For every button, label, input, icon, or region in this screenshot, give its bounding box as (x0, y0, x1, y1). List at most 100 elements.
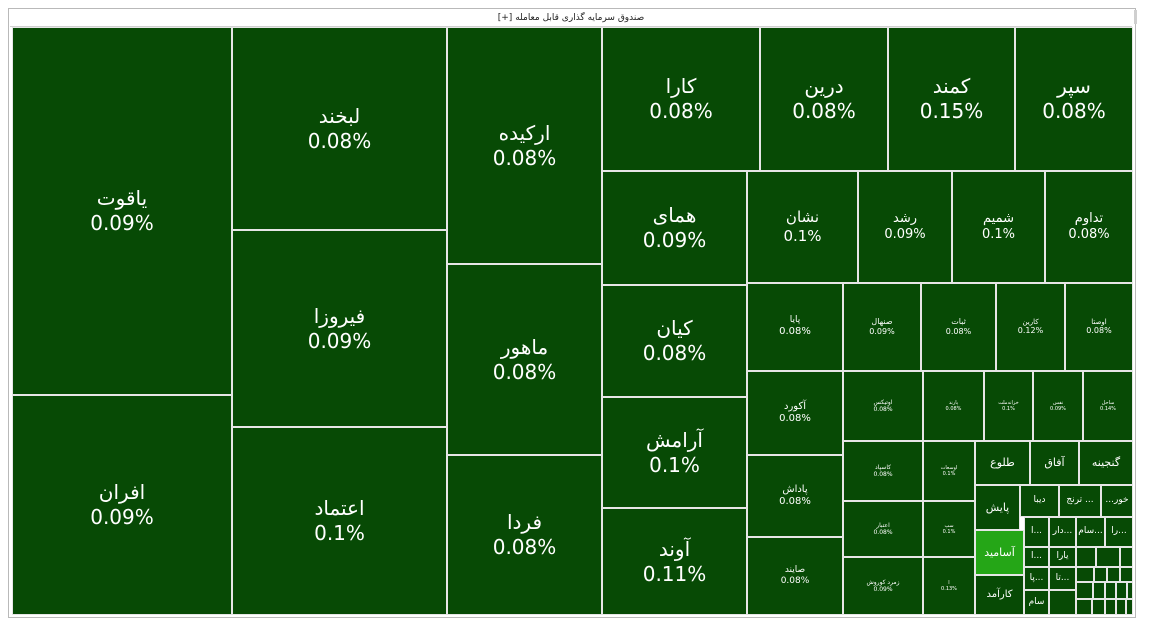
cell-change: 0.1% (981, 227, 1016, 242)
treemap-cell-38[interactable]: اعتبار 0.08% (843, 501, 923, 557)
treemap-cell-56[interactable]: سام (1024, 590, 1049, 615)
treemap-cell-31[interactable]: پاداش 0.08% (747, 455, 843, 537)
treemap-cell-7[interactable]: فردا 0.08% (447, 455, 602, 615)
treemap-cell-48[interactable]: ...ا (1024, 517, 1049, 547)
cell-name: اوتیکس (873, 398, 893, 406)
cell-name: طلوع (990, 456, 1015, 470)
treemap-cell-small[interactable] (1127, 582, 1133, 599)
treemap-cell-small[interactable] (1093, 582, 1105, 599)
treemap-cell-28[interactable]: خزانه‌ملت 0.1% (984, 371, 1033, 441)
treemap-cell-25[interactable]: آکورد 0.08% (747, 371, 843, 455)
treemap-cell-5[interactable]: ارکیده 0.08% (447, 27, 602, 264)
cell-name: ا (948, 579, 950, 586)
treemap-cell-22[interactable]: ثبات 0.08% (921, 283, 996, 371)
treemap-cell-40[interactable]: زمرد کوروش 0.09% (843, 557, 923, 615)
treemap-cell-16[interactable]: نشان 0.1% (747, 171, 858, 283)
expand-toggle[interactable]: [+] (497, 13, 513, 23)
scrollbar-thumb[interactable] (1134, 10, 1137, 24)
treemap-cell-small[interactable] (1116, 582, 1127, 599)
cell-name: ...سام (1078, 526, 1103, 537)
treemap-cell-43[interactable]: دیبا (1020, 485, 1059, 517)
treemap-cell-36[interactable]: گنجینه (1079, 441, 1133, 485)
treemap-cell-47[interactable]: کارآمد (975, 575, 1024, 615)
treemap-cell-3[interactable]: فیروزا 0.09% (232, 230, 447, 427)
treemap-cell-24[interactable]: اوصتا 0.08% (1065, 283, 1133, 371)
treemap-cell-small[interactable] (1076, 567, 1094, 582)
cell-name: ثبات (951, 317, 966, 326)
treemap-cell-20[interactable]: پایا 0.08% (747, 283, 843, 371)
treemap-cell-21[interactable]: صنهال 0.09% (843, 283, 921, 371)
treemap-cell-0[interactable]: یاقوت 0.09% (12, 27, 232, 395)
treemap-cell-23[interactable]: کارین 0.12% (996, 283, 1065, 371)
treemap-cell-49[interactable]: ...دار (1049, 517, 1076, 547)
cell-change: 0.08% (492, 145, 557, 170)
treemap-cell-54[interactable]: ...پا (1024, 567, 1049, 590)
cell-name: آوند (658, 536, 691, 561)
treemap-cell-9[interactable]: همای 0.09% (602, 171, 747, 285)
treemap-cell-small[interactable] (1120, 567, 1133, 582)
treemap-cell-41[interactable]: ا 0.13% (923, 557, 975, 615)
treemap-cell-35[interactable]: آفاق (1030, 441, 1079, 485)
cell-change: 0.08% (873, 529, 893, 536)
treemap-cell-4[interactable]: اعتماد 0.1% (232, 427, 447, 615)
cell-name: کارا (665, 74, 697, 98)
treemap-cell-51[interactable]: ...را (1105, 517, 1133, 547)
treemap-cell-32[interactable]: کاسپاد 0.08% (843, 441, 923, 501)
treemap-cell-small[interactable] (1092, 599, 1105, 615)
treemap-cell-8[interactable]: کارا 0.08% (602, 27, 760, 171)
treemap-cell-30[interactable]: ساحل 0.14% (1083, 371, 1133, 441)
treemap-cell-52[interactable]: ...ا (1024, 547, 1049, 567)
treemap-cell-small[interactable] (1126, 599, 1133, 615)
treemap-cell-small[interactable] (1120, 547, 1133, 567)
treemap-cell-small[interactable] (1096, 547, 1120, 567)
treemap-cell-2[interactable]: لبخند 0.08% (232, 27, 447, 230)
treemap-cell-13[interactable]: درین 0.08% (760, 27, 888, 171)
treemap-cell-6[interactable]: ماهور 0.08% (447, 264, 602, 455)
treemap-cell-small[interactable] (1094, 567, 1107, 582)
treemap-cell-26[interactable]: اوتیکس 0.08% (843, 371, 923, 441)
cell-name: ...را (1111, 526, 1127, 537)
cell-change: 0.13% (941, 586, 957, 592)
treemap-cell-33[interactable]: اوسعات 0.1% (923, 441, 975, 501)
cell-change: 0.08% (792, 99, 856, 123)
treemap-cell-14[interactable]: کمند 0.15% (888, 27, 1015, 171)
treemap-cell-small[interactable] (1105, 582, 1116, 599)
treemap-cell-29[interactable]: نفس 0.09% (1033, 371, 1083, 441)
cell-change: 0.08% (1086, 326, 1112, 336)
treemap-cell-44[interactable]: ... ترنج (1059, 485, 1101, 517)
treemap-cell-42[interactable]: پایش (975, 485, 1020, 530)
treemap-cell-46[interactable]: آسامید (975, 530, 1024, 575)
treemap-cell-50[interactable]: ...سام (1076, 517, 1105, 547)
treemap-cell-55[interactable]: ...تا (1049, 567, 1076, 590)
cell-name: سپر (1057, 74, 1091, 98)
treemap-cell-small[interactable] (1049, 590, 1076, 615)
treemap-cell-small[interactable] (1116, 599, 1126, 615)
treemap-cell-small[interactable] (1076, 582, 1093, 599)
cell-change: 0.11% (642, 561, 707, 586)
treemap-cell-18[interactable]: شمیم 0.1% (952, 171, 1045, 283)
treemap-cell-11[interactable]: آرامش 0.1% (602, 397, 747, 508)
treemap-cell-37[interactable]: صایند 0.08% (747, 537, 843, 615)
cell-change: 0.15% (919, 99, 984, 123)
treemap-cell-45[interactable]: خور... (1101, 485, 1133, 517)
treemap-cell-34[interactable]: طلوع (975, 441, 1030, 485)
cell-change: 0.08% (779, 413, 811, 424)
treemap-cell-19[interactable]: تداوم 0.08% (1045, 171, 1133, 283)
treemap-cell-small[interactable] (1105, 599, 1116, 615)
treemap-cell-small[interactable] (1076, 547, 1096, 567)
treemap-cell-17[interactable]: رشد 0.09% (858, 171, 952, 283)
treemap-cell-53[interactable]: یارا (1049, 547, 1076, 567)
treemap-cell-39[interactable]: سپ 0.1% (923, 501, 975, 557)
treemap-cell-12[interactable]: آوند 0.11% (602, 508, 747, 615)
treemap-cell-small[interactable] (1076, 599, 1092, 615)
cell-name: سام (1028, 596, 1045, 607)
treemap-cell-15[interactable]: سپر 0.08% (1015, 27, 1133, 171)
chart-title: صندوق سرمایه گذاری قابل معامله (515, 13, 645, 23)
treemap-cell-1[interactable]: افران 0.09% (12, 395, 232, 615)
treemap-cell-small[interactable] (1107, 567, 1120, 582)
treemap-cell-27[interactable]: پارند 0.08% (923, 371, 984, 441)
cell-name: دیبا (1033, 495, 1046, 506)
cell-name: ...ا (1030, 526, 1043, 537)
cell-name: ...دار (1052, 526, 1073, 537)
treemap-cell-10[interactable]: کیان 0.08% (602, 285, 747, 397)
